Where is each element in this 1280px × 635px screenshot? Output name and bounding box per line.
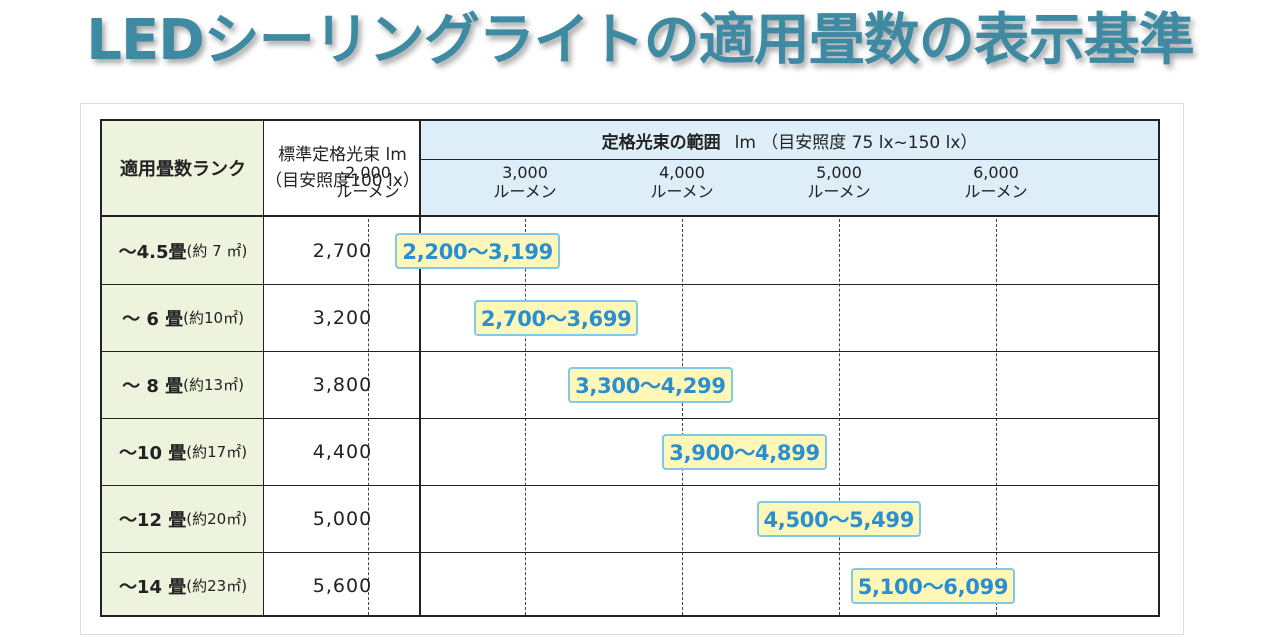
lumen-tick-unit: ルーメン	[336, 182, 400, 201]
header-range-title: 定格光束の範囲	[601, 132, 721, 153]
rank-cell: ～ 8 畳 (約13㎡)	[102, 351, 264, 418]
rank-tatami: ～4.5畳	[118, 241, 187, 263]
lumen-tick-unit: ルーメン	[964, 182, 1028, 201]
rank-tatami: ～ 6 畳	[122, 308, 184, 330]
rank-tatami: ～ 8 畳	[122, 375, 184, 397]
rank-tatami: ～12 畳	[118, 509, 187, 531]
header-rank: 適用畳数ランク	[120, 159, 246, 180]
rank-area: (約13㎡)	[183, 376, 244, 394]
standard-lumen-cell: 4,400	[312, 440, 373, 463]
page-title: LEDシーリングライトの適用畳数の表示基準	[86, 8, 1194, 73]
lumen-tick-value: 3,000	[502, 163, 548, 182]
standard-lumen-cell: 5,000	[312, 507, 373, 530]
lumen-tick-value: 5,000	[816, 163, 862, 182]
lumen-tick-unit: ルーメン	[650, 182, 714, 201]
lumen-tick: 4,000 ルーメン	[637, 163, 727, 201]
standard-column	[264, 121, 421, 615]
standard-lumen-cell: 2,700	[312, 239, 373, 262]
lumen-tick-unit: ルーメン	[807, 182, 871, 201]
header-standard-line2: （目安照度100 lx）	[265, 171, 420, 191]
range-header-divider	[421, 159, 1158, 160]
row-divider	[102, 284, 1158, 285]
rank-cell: ～10 畳 (約17㎡)	[102, 418, 264, 485]
lumen-gridline	[368, 219, 369, 615]
lumen-tick: 2,000 ルーメン	[323, 163, 413, 201]
rank-area: (約 7 ㎡)	[186, 242, 248, 260]
rank-area: (約17㎡)	[186, 443, 248, 461]
standard-lumen-cell: 3,800	[312, 373, 373, 396]
lumen-tick-unit: ルーメン	[493, 182, 557, 201]
header-divider	[102, 215, 1158, 217]
standard-lumen-cell: 3,200	[312, 306, 373, 329]
lumen-tick-value: 6,000	[973, 163, 1019, 182]
lumen-range-box: 4,500～5,499	[756, 501, 922, 537]
standards-table: 適用畳数ランク 標準定格光束 lm （目安照度100 lx） 定格光束の範囲 l…	[100, 119, 1160, 617]
rank-area: (約10㎡)	[183, 309, 244, 327]
rank-cell: ～12 畳 (約20㎡)	[102, 485, 264, 552]
header-standard: 標準定格光束 lm （目安照度100 lx）	[264, 121, 421, 215]
lumen-range-box: 2,700～3,699	[473, 300, 639, 336]
rank-tatami: ～10 畳	[118, 442, 187, 464]
lumen-range-box: 5,100～6,099	[850, 568, 1016, 604]
lumen-range-box: 2,200～3,199	[395, 233, 560, 269]
rank-cell: ～14 畳 (約23㎡)	[102, 552, 264, 619]
lumen-tick-value: 2,000	[345, 163, 391, 182]
rank-area: (約23㎡)	[186, 577, 248, 595]
rank-column	[102, 121, 264, 615]
lumen-gridline	[525, 219, 526, 615]
lumen-gridline	[839, 219, 840, 615]
lumen-tick-value: 4,000	[659, 163, 705, 182]
header-range: 定格光束の範囲 lm （目安照度 75 lx~150 lx）	[421, 121, 1158, 159]
lumen-gridline	[996, 219, 997, 615]
lumen-tick: 3,000 ルーメン	[480, 163, 570, 201]
lumen-range-box: 3,300～4,299	[568, 367, 733, 403]
lumen-gridline	[682, 219, 683, 615]
standard-lumen-cell: 5,600	[312, 574, 373, 597]
row-divider	[102, 552, 1158, 553]
lumen-tick: 6,000 ルーメン	[951, 163, 1041, 201]
header-standard-line1: 標準定格光束 lm	[278, 145, 407, 165]
row-divider	[102, 485, 1158, 486]
rank-cell: ～4.5畳 (約 7 ㎡)	[102, 217, 264, 284]
header-range-subtitle: lm （目安照度 75 lx~150 lx）	[734, 132, 978, 153]
rank-area: (約20㎡)	[186, 510, 248, 528]
lumen-range-box: 3,900～4,899	[662, 434, 827, 470]
row-divider	[102, 418, 1158, 419]
rank-tatami: ～14 畳	[118, 576, 187, 598]
row-divider	[102, 351, 1158, 352]
range-header-band	[421, 121, 1158, 215]
lumen-tick: 5,000 ルーメン	[794, 163, 884, 201]
rank-cell: ～ 6 畳 (約10㎡)	[102, 284, 264, 351]
